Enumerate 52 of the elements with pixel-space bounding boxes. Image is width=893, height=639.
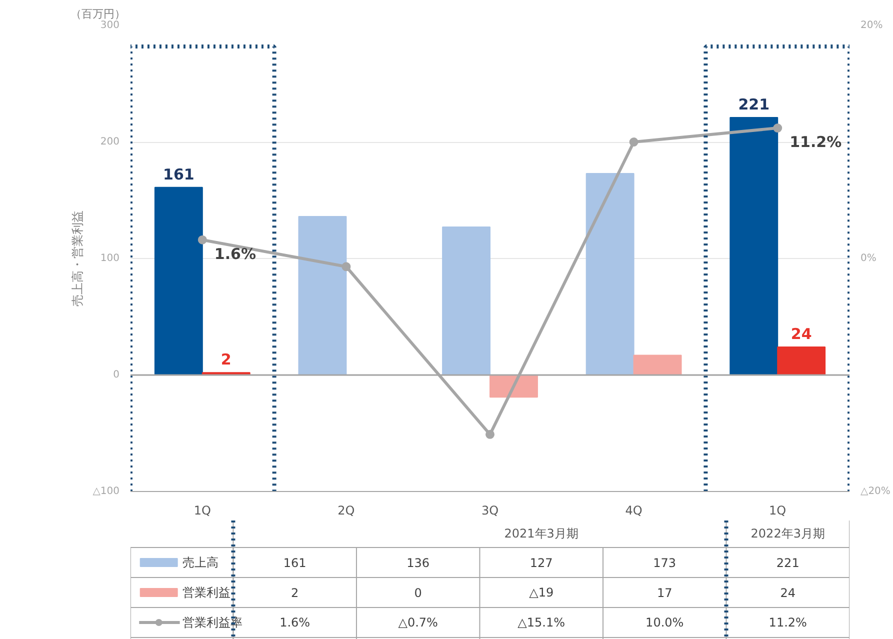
text: 10.0% — [646, 616, 684, 630]
text: 173 — [653, 556, 676, 570]
bar — [154, 186, 203, 376]
point — [773, 124, 782, 133]
data-label: 221 — [738, 96, 770, 114]
x-tick-label: 1Q — [194, 504, 211, 518]
text: 161 — [283, 556, 306, 570]
point — [198, 235, 207, 244]
data-label: 2 — [220, 350, 232, 369]
x-tick-label: 2Q — [338, 504, 355, 518]
x-tick-label: 1Q — [769, 504, 786, 518]
y-tick-label: 0 — [113, 370, 120, 380]
y-axis-title: 売上高・営業利益 — [70, 210, 85, 306]
bar — [442, 226, 490, 376]
text: 127 — [530, 556, 553, 570]
point — [486, 430, 494, 439]
bar — [298, 216, 347, 376]
text: 1.6% — [280, 616, 310, 630]
text: △19 — [529, 586, 554, 600]
y2-tick-label: 0% — [860, 253, 876, 264]
y2-tick-label: 20% — [860, 20, 883, 31]
text: 221 — [776, 556, 800, 570]
data-label: 161 — [163, 165, 194, 184]
text: 11.2% — [768, 616, 807, 630]
text: 0 — [414, 586, 422, 600]
x-tick-label: 4Q — [625, 504, 642, 518]
y-tick-label: 300 — [100, 20, 120, 31]
text: 136 — [406, 556, 430, 570]
text: △15.1% — [518, 616, 566, 630]
text: 2 — [291, 586, 299, 600]
x-tick-label: 3Q — [481, 504, 499, 518]
text: 24 — [780, 586, 796, 600]
bar — [777, 346, 826, 376]
data-label: 11.2% — [790, 133, 842, 152]
text: 2022年3月期 — [750, 526, 825, 540]
bar — [730, 117, 778, 376]
point — [342, 262, 351, 272]
bar — [586, 172, 634, 376]
text: △0.7% — [398, 616, 438, 630]
data-label: 24 — [790, 325, 812, 344]
point — [629, 138, 638, 146]
text: 17 — [656, 586, 672, 600]
y-tick-label: 100 — [100, 253, 120, 264]
legend-label: 営業利益 — [182, 586, 230, 600]
y-tick-label: △100 — [92, 486, 120, 497]
legend-label: 売上高 — [182, 556, 218, 570]
y-tick-label: 200 — [100, 136, 120, 148]
bar — [633, 354, 682, 376]
data-label: 1.6% — [214, 244, 256, 263]
y2-tick-label: △20% — [860, 486, 890, 497]
text: 2021年3月期 — [504, 526, 578, 540]
text: （百万円） — [70, 8, 126, 20]
